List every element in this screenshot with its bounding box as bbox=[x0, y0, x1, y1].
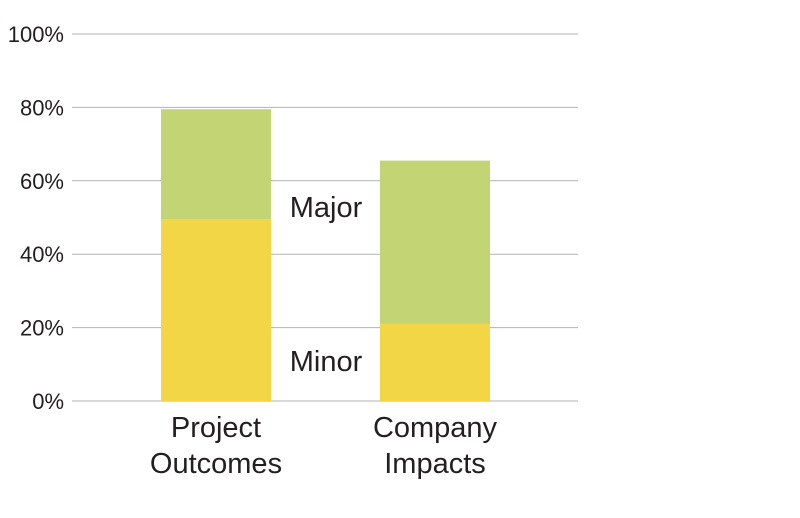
gridlines bbox=[72, 33, 578, 402]
category-label: Company bbox=[373, 412, 498, 444]
bar-minor-0 bbox=[161, 219, 271, 401]
y-tick-label: 0% bbox=[32, 389, 64, 414]
y-tick-label: 80% bbox=[20, 95, 64, 120]
series-label-major: Major bbox=[290, 192, 363, 224]
y-tick-label: 40% bbox=[20, 242, 64, 267]
series-labels: Minor Major bbox=[290, 192, 363, 378]
category-labels: Project Outcomes Company Impacts bbox=[150, 412, 498, 480]
series-label-minor: Minor bbox=[290, 346, 363, 378]
y-tick-label: 100% bbox=[8, 22, 64, 47]
bar-major-1 bbox=[380, 160, 490, 324]
y-tick-label: 60% bbox=[20, 169, 64, 194]
bars bbox=[161, 109, 490, 401]
category-label: Project bbox=[171, 412, 261, 444]
y-tick-label: 20% bbox=[20, 316, 64, 341]
bar-major-0 bbox=[161, 109, 271, 220]
category-label: Outcomes bbox=[150, 448, 282, 480]
y-axis-tick-labels: 0% 20% 40% 60% 80% 100% bbox=[8, 22, 64, 414]
category-label: Impacts bbox=[384, 448, 486, 480]
bar-minor-1 bbox=[380, 323, 490, 401]
